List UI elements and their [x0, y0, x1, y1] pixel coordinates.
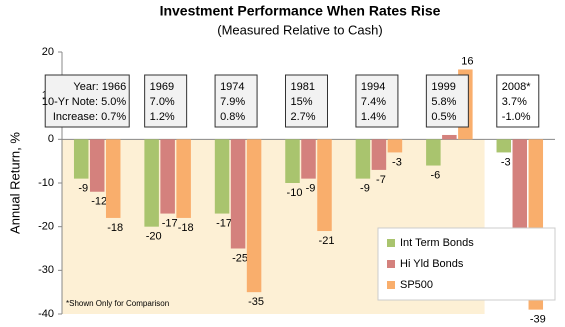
data-label: -12: [91, 196, 107, 208]
bar: [246, 139, 262, 293]
y-tick-label: 20: [42, 46, 54, 58]
annotation-text: -1.0%: [502, 111, 531, 123]
data-label: -25: [232, 252, 248, 264]
data-label: -7: [376, 174, 386, 186]
annotation-text: 0.8%: [220, 111, 245, 123]
y-tick-label: -20: [38, 221, 54, 233]
bar: [496, 139, 512, 153]
annotation-text: 1994: [361, 81, 385, 93]
data-label: -21: [319, 235, 335, 247]
legend-box: [377, 227, 556, 301]
bar: [442, 134, 457, 140]
data-label: -20: [146, 231, 162, 243]
annotation-box: [355, 74, 399, 128]
annotation-text: 0.5%: [431, 111, 456, 123]
chart-title: Investment Performance When Rates Rise: [160, 3, 441, 19]
data-label: -18: [107, 222, 123, 234]
legend-swatch: [387, 260, 395, 268]
bar: [371, 139, 387, 170]
annotation-text: 10-Yr Note: 5.0%: [42, 96, 127, 108]
annotation-box: [496, 74, 540, 128]
annotation-box: [285, 74, 328, 128]
chart-subtitle: (Measured Relative to Cash): [217, 22, 382, 37]
data-label: -9: [78, 183, 88, 195]
bar: [426, 139, 441, 166]
bar: [176, 139, 191, 218]
data-label: -39: [530, 314, 546, 326]
annotation-text: 1.2%: [150, 111, 175, 123]
annotation-text: 1969: [150, 81, 174, 93]
y-tick-label: -10: [38, 177, 54, 189]
legend-swatch: [387, 239, 395, 247]
annotation-text: 2008*: [502, 81, 531, 93]
bar: [230, 139, 246, 249]
data-label: 16: [461, 55, 473, 67]
annotation-text: Increase: 0.7%: [53, 111, 127, 123]
bar: [317, 139, 332, 232]
bar: [144, 139, 159, 227]
y-tick-label: 0: [48, 133, 54, 145]
annotation-text: 7.4%: [361, 96, 386, 108]
annotation-text: 7.9%: [220, 96, 245, 108]
legend-label: Int Term Bonds: [400, 237, 474, 249]
data-label: -9: [360, 183, 370, 195]
annotation-text: 2.7%: [291, 111, 316, 123]
note: *Shown Only for Comparison: [66, 299, 169, 308]
y-axis-label: Annual Return, %: [7, 132, 22, 234]
bar: [301, 139, 316, 179]
data-label: -17: [216, 217, 232, 229]
annotation-text: 7.0%: [150, 96, 175, 108]
annotation-text: 1.4%: [361, 111, 386, 123]
bar: [214, 139, 230, 214]
data-label: -9: [306, 183, 316, 195]
data-label: -3: [392, 156, 402, 168]
y-tick-label: -30: [38, 264, 54, 276]
y-tick-label: -40: [38, 308, 54, 320]
legend-label: SP500: [400, 279, 433, 291]
bar: [387, 139, 403, 153]
annotation-text: 1999: [431, 81, 455, 93]
legend-label: Hi Yld Bonds: [400, 258, 464, 270]
annotation-text: 1974: [220, 81, 244, 93]
bar: [160, 139, 175, 214]
data-label: -10: [287, 187, 303, 199]
bar: [73, 139, 89, 179]
bar: [89, 139, 105, 192]
data-label: -35: [248, 296, 264, 308]
bar: [355, 139, 371, 179]
annotation-text: 15%: [291, 96, 313, 108]
annotation-text: Year: 1966: [73, 81, 126, 93]
annotation-box: [425, 74, 469, 128]
annotation-text: 5.8%: [431, 96, 456, 108]
bar: [105, 139, 121, 218]
annotation-box: [214, 74, 258, 128]
legend-swatch: [387, 281, 395, 289]
data-label: -3: [501, 156, 511, 168]
data-label: -6: [430, 169, 440, 181]
annotation-box: [44, 74, 130, 128]
annotation-box: [144, 74, 188, 128]
annotation-text: 3.7%: [502, 96, 527, 108]
annotation-text: 1981: [291, 81, 315, 93]
data-label: -17: [162, 217, 178, 229]
data-label: -18: [178, 222, 194, 234]
bar: [285, 139, 300, 183]
